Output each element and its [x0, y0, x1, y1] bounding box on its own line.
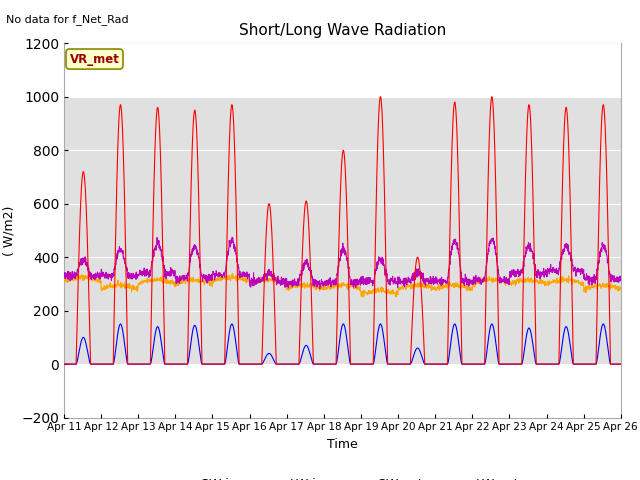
Title: Short/Long Wave Radiation: Short/Long Wave Radiation: [239, 23, 446, 38]
Y-axis label: ( W/m2): ( W/m2): [3, 205, 16, 255]
X-axis label: Time: Time: [327, 438, 358, 451]
Text: VR_met: VR_met: [70, 53, 120, 66]
Text: No data for f_Net_Rad: No data for f_Net_Rad: [6, 14, 129, 25]
Legend: SW in, LW in, SW out, LW out: SW in, LW in, SW out, LW out: [161, 472, 524, 480]
Bar: [64, 96, 621, 364]
